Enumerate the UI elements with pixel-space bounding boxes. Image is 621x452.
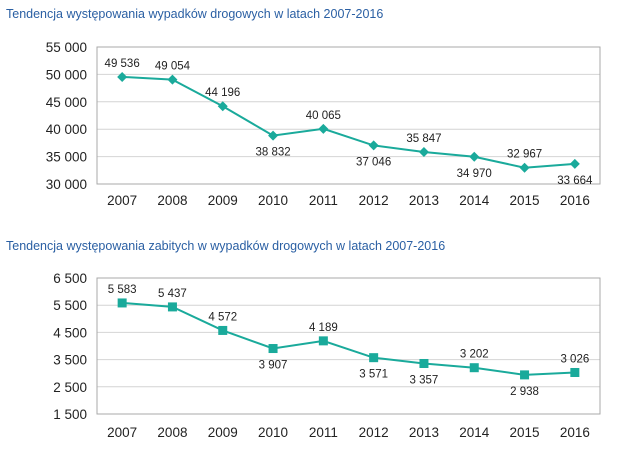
chart-2-data-label: 5 583 [108, 284, 137, 296]
chart-1-x-tick-label: 2010 [258, 193, 288, 208]
chart-1-x-tick-label: 2009 [208, 193, 238, 208]
chart-2-y-tick-label: 5 500 [53, 298, 87, 313]
chart-1-data-point [268, 130, 279, 141]
chart-2-y-tick-label: 2 500 [53, 380, 87, 395]
chart-1-data-point [519, 162, 530, 173]
chart-2-data-label: 3 026 [560, 353, 589, 365]
chart-2-data-point [570, 367, 580, 377]
chart-2-data-point [117, 298, 127, 308]
chart-1-plot-frame [96, 46, 601, 185]
chart-2-data-label: 3 202 [460, 349, 489, 361]
chart-2-data-label: 3 357 [410, 374, 439, 386]
chart-1-data-label: 49 536 [105, 58, 140, 70]
chart-2-x-tick-label: 2011 [309, 425, 338, 440]
chart-2-data-point [167, 302, 177, 312]
chart-1-series-line [122, 75, 575, 169]
chart-1-y-tick-label: 50 000 [46, 67, 87, 82]
chart-1-x-tick-label: 2013 [409, 193, 439, 208]
chart-2-data-label: 5 437 [158, 288, 187, 300]
chart-1-y-tick-label: 45 000 [46, 95, 87, 110]
chart-2-y-tick-label: 1 500 [53, 407, 87, 422]
chart-2-data-label: 4 572 [208, 311, 237, 323]
chart-2-x-tick-label: 2008 [157, 425, 187, 440]
chart-2-data-point [419, 358, 429, 368]
chart-2-x-tick-label: 2015 [510, 425, 540, 440]
chart-1-data-label: 34 970 [457, 168, 492, 180]
chart-1-data-label: 37 046 [356, 156, 391, 168]
chart-1-y-tick-label: 30 000 [46, 177, 87, 192]
chart-1-data-point [469, 151, 480, 162]
chart-1-data-point [217, 101, 228, 112]
chart-2-y-tick-label: 4 500 [53, 325, 87, 340]
chart-2-data-point [218, 325, 228, 335]
chart-1-data-point [117, 71, 128, 82]
chart-2-x-tick-label: 2014 [459, 425, 490, 440]
chart-2-data-label: 3 571 [359, 369, 388, 381]
chart-1-data-point [368, 140, 379, 151]
chart-2-y-tick-label: 3 500 [53, 353, 87, 368]
chart-1-y-tick-label: 35 000 [46, 150, 87, 165]
chart-2-data-point [318, 336, 328, 346]
chart-2-y-tick-label: 6 500 [53, 271, 87, 286]
chart-1-data-label: 49 054 [155, 61, 191, 73]
chart-2-x-tick-label: 2009 [208, 425, 238, 440]
chart-1-y-tick-label: 40 000 [46, 122, 87, 137]
chart-1-y-tick-label: 55 000 [46, 40, 87, 55]
chart-1-x-tick-label: 2015 [510, 193, 540, 208]
chart-1-x-tick-label: 2014 [459, 193, 490, 208]
chart-1-x-tick-label: 2012 [359, 193, 389, 208]
chart-1-data-label: 38 832 [255, 147, 290, 159]
chart-2-data-label: 2 938 [510, 386, 539, 398]
chart-1-data-label: 40 065 [306, 110, 341, 122]
chart-1-data-point [569, 158, 580, 169]
chart-1-data-label: 35 847 [406, 133, 441, 145]
chart-2-x-tick-label: 2010 [258, 425, 288, 440]
chart-1-data-label: 44 196 [205, 87, 240, 99]
chart-2-x-tick-label: 2007 [107, 425, 137, 440]
chart-2-data-point [268, 344, 278, 354]
chart-2-x-tick-label: 2016 [560, 425, 590, 440]
chart-2-data-label: 3 907 [259, 360, 288, 372]
chart-2-title: Tendencja występowania zabitych w wypadk… [6, 239, 446, 253]
chart-1-data-label: 33 664 [557, 175, 593, 187]
chart-1-x-tick-label: 2011 [309, 193, 338, 208]
chart-1-data-point [318, 123, 329, 134]
chart-1-x-tick-label: 2008 [157, 193, 187, 208]
chart-1-x-tick-label: 2007 [107, 193, 137, 208]
chart-2-data-point [469, 363, 479, 373]
chart-2-data-point [369, 353, 379, 363]
chart-2-x-tick-label: 2012 [359, 425, 389, 440]
chart-2-data-label: 4 189 [309, 322, 338, 334]
chart-1-data-point [167, 74, 178, 85]
chart-2-data-point [520, 370, 530, 380]
chart-2-series-line [122, 301, 575, 376]
chart-1-data-label: 32 967 [507, 149, 542, 161]
chart-2-plot-frame [96, 277, 601, 415]
chart-1-x-tick-label: 2016 [560, 193, 590, 208]
chart-2-x-tick-label: 2013 [409, 425, 439, 440]
chart-1-title: Tendencja występowania wypadków drogowyc… [6, 7, 384, 21]
chart-1-data-point [418, 146, 429, 157]
